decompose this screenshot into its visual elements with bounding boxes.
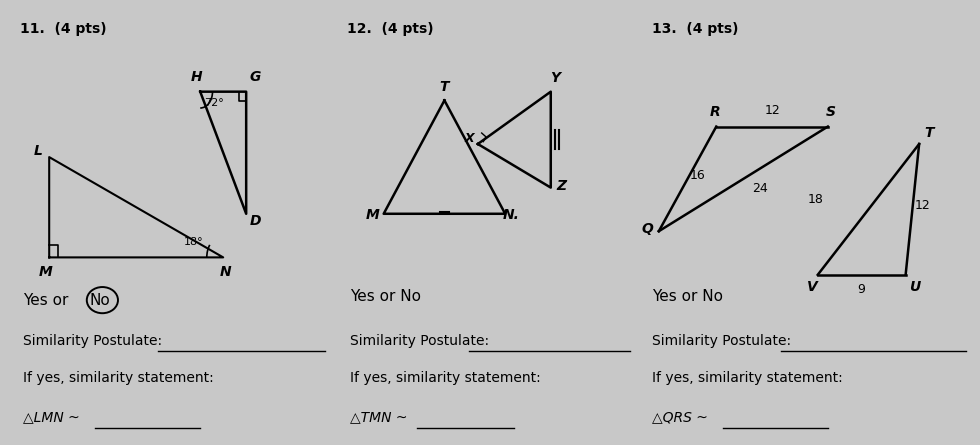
Text: 13.  (4 pts): 13. (4 pts) xyxy=(652,22,739,36)
Text: If yes, similarity statement:: If yes, similarity statement: xyxy=(23,371,214,384)
Text: S: S xyxy=(825,105,836,119)
Text: L: L xyxy=(33,144,42,158)
Text: If yes, similarity statement:: If yes, similarity statement: xyxy=(652,371,843,384)
Text: 18°: 18° xyxy=(184,237,204,247)
Text: If yes, similarity statement:: If yes, similarity statement: xyxy=(350,371,541,384)
Text: X: X xyxy=(465,132,474,145)
Text: Similarity Postulate:: Similarity Postulate: xyxy=(652,334,796,348)
Text: H: H xyxy=(191,70,203,84)
Text: 18: 18 xyxy=(808,193,824,206)
Text: M: M xyxy=(38,265,52,279)
Text: Yes or No: Yes or No xyxy=(350,289,421,304)
Text: N.: N. xyxy=(502,208,519,222)
Text: R: R xyxy=(710,105,720,119)
Text: G: G xyxy=(250,70,261,84)
Text: N: N xyxy=(220,265,231,279)
Text: Yes or No: Yes or No xyxy=(652,289,723,304)
Text: △QRS ~: △QRS ~ xyxy=(652,410,712,424)
Text: T: T xyxy=(440,80,449,94)
Text: Z: Z xyxy=(557,179,566,193)
Text: 12: 12 xyxy=(914,199,930,212)
Text: Similarity Postulate:: Similarity Postulate: xyxy=(23,334,167,348)
Text: Similarity Postulate:: Similarity Postulate: xyxy=(350,334,494,348)
Text: No: No xyxy=(89,294,110,308)
Text: D: D xyxy=(250,214,261,228)
Text: △TMN ~: △TMN ~ xyxy=(350,410,413,424)
Text: M: M xyxy=(366,208,379,222)
Text: 12: 12 xyxy=(764,104,780,117)
Text: 24: 24 xyxy=(753,182,768,195)
Text: 72°: 72° xyxy=(204,97,223,108)
Text: Y: Y xyxy=(551,71,561,85)
Text: 11.  (4 pts): 11. (4 pts) xyxy=(20,22,106,36)
Text: 12.  (4 pts): 12. (4 pts) xyxy=(347,22,434,36)
Text: 9: 9 xyxy=(858,283,865,296)
Text: Yes or: Yes or xyxy=(23,294,74,308)
Text: △LMN ~: △LMN ~ xyxy=(23,410,84,424)
Text: Q: Q xyxy=(641,222,653,236)
Text: U: U xyxy=(909,280,920,295)
Text: V: V xyxy=(808,280,818,295)
Text: T: T xyxy=(924,126,933,141)
Text: 16: 16 xyxy=(690,169,706,182)
